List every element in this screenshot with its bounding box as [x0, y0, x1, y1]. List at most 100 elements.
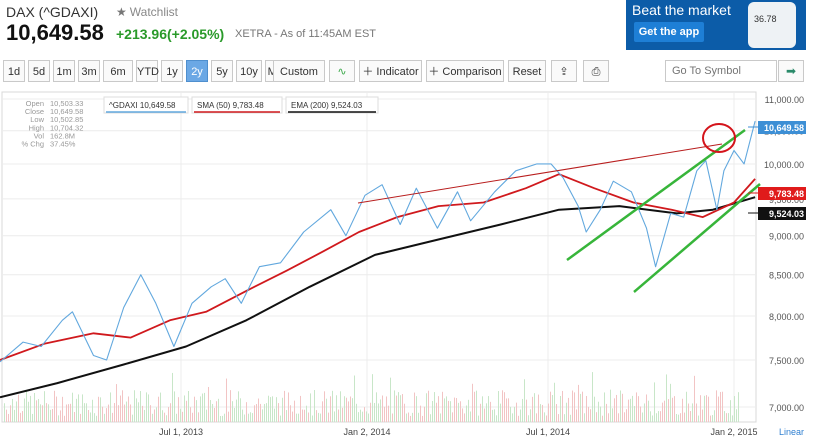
- volume-bar: [490, 401, 491, 422]
- range-button-5y[interactable]: 5y: [211, 60, 233, 82]
- volume-bar: [686, 391, 687, 422]
- volume-bar: [494, 409, 495, 422]
- volume-bar: [20, 412, 21, 422]
- volume-bar: [266, 403, 267, 422]
- volume-bar: [738, 392, 739, 422]
- volume-bar: [334, 411, 335, 422]
- range-button-1d[interactable]: 1d: [3, 60, 25, 82]
- range-button-6m[interactable]: 6m: [103, 60, 133, 82]
- volume-bar: [180, 408, 181, 422]
- volume-bar: [408, 412, 409, 422]
- range-button-2y[interactable]: 2y: [186, 60, 208, 82]
- volume-bar: [358, 412, 359, 422]
- volume-bar: [446, 396, 447, 422]
- volume-bar: [154, 409, 155, 422]
- volume-bar: [566, 402, 567, 422]
- volume-bar: [462, 408, 463, 422]
- volume-bar: [254, 405, 255, 422]
- volume-bar: [90, 412, 91, 422]
- volume-bar: [352, 398, 353, 422]
- volume-bar: [228, 411, 229, 422]
- volume-bar: [108, 404, 109, 422]
- stat-value: 162.8M: [50, 131, 75, 140]
- scale-toggle[interactable]: Linear: [779, 427, 804, 437]
- volume-bar: [84, 403, 85, 422]
- volume-bar: [616, 394, 617, 422]
- volume-bar: [492, 409, 493, 422]
- volume-bar: [58, 415, 59, 422]
- app-ad-banner[interactable]: Beat the market Get the app 36.78: [626, 0, 806, 50]
- go-button[interactable]: ➡: [778, 60, 804, 82]
- volume-bar: [560, 395, 561, 422]
- volume-bar: [240, 398, 241, 422]
- volume-bar: [22, 411, 23, 422]
- quote-header: DAX (^GDAXI) ★ Watchlist 10,649.58 +213.9…: [0, 0, 813, 56]
- volume-bar: [140, 391, 141, 422]
- get-app-button[interactable]: Get the app: [634, 22, 704, 42]
- volume-bar: [142, 405, 143, 422]
- comparison-button[interactable]: ＋ Comparison: [426, 60, 504, 82]
- volume-bar: [158, 396, 159, 422]
- y-tick-label: 7,000.00: [769, 403, 804, 413]
- range-button-1y[interactable]: 1y: [161, 60, 183, 82]
- volume-bar: [582, 391, 583, 422]
- stat-label: Vol: [34, 131, 45, 140]
- volume-bar: [150, 405, 151, 422]
- range-button-ytd[interactable]: YTD: [136, 60, 159, 82]
- last-value-badge: [758, 121, 806, 134]
- volume-bar: [96, 415, 97, 422]
- volume-bar: [610, 389, 611, 422]
- volume-bar: [298, 413, 299, 422]
- volume-bar: [434, 392, 435, 422]
- volume-bar: [52, 408, 53, 422]
- volume-bar: [236, 399, 237, 422]
- volume-bar: [72, 392, 73, 422]
- volume-bar: [28, 401, 29, 422]
- indicator-button[interactable]: ＋ Indicator: [359, 60, 422, 82]
- volume-bar: [646, 394, 647, 422]
- volume-bar: [336, 395, 337, 422]
- volume-bar: [378, 403, 379, 422]
- volume-bar: [264, 404, 265, 422]
- volume-bar: [44, 391, 45, 422]
- volume-bar: [522, 398, 523, 422]
- volume-bar: [166, 415, 167, 422]
- volume-bar: [578, 384, 579, 422]
- legend-label: SMA (50) 9,783.48: [197, 101, 264, 110]
- volume-bar: [6, 409, 7, 422]
- volume-bar: [174, 391, 175, 422]
- range-button-10y[interactable]: 10y: [236, 60, 262, 82]
- watchlist-button[interactable]: ★ Watchlist: [116, 5, 178, 19]
- volume-bar: [390, 377, 391, 422]
- share-button[interactable]: ⇪: [551, 60, 577, 82]
- volume-bar: [62, 396, 63, 422]
- symbol-search-input[interactable]: [665, 60, 777, 82]
- volume-bar: [406, 413, 407, 422]
- volume-bar: [388, 405, 389, 422]
- chart-type-button[interactable]: ∿: [329, 60, 355, 82]
- custom-range-dropdown[interactable]: Custom ⌄: [273, 60, 325, 100]
- volume-bar: [346, 397, 347, 422]
- volume-bar: [400, 395, 401, 422]
- volume-bar: [650, 411, 651, 422]
- volume-bar: [210, 400, 211, 422]
- volume-bar: [328, 412, 329, 422]
- volume-bar: [290, 405, 291, 422]
- volume-bar: [496, 415, 497, 422]
- volume-bar: [728, 413, 729, 422]
- volume-bar: [364, 407, 365, 422]
- highlight-circle: [702, 123, 736, 153]
- range-button-1m[interactable]: 1m: [53, 60, 75, 82]
- range-button-5d[interactable]: 5d: [28, 60, 50, 82]
- last-value-label: 10,649.58: [764, 123, 804, 133]
- volume-bar: [38, 399, 39, 422]
- reset-button[interactable]: Reset: [508, 60, 546, 82]
- print-button[interactable]: ⎙: [583, 60, 609, 82]
- range-button-3m[interactable]: 3m: [78, 60, 100, 82]
- volume-bar: [76, 398, 77, 422]
- volume-bar: [148, 394, 149, 422]
- volume-bar: [488, 396, 489, 422]
- volume-bar: [580, 393, 581, 422]
- volume-bar: [524, 379, 525, 422]
